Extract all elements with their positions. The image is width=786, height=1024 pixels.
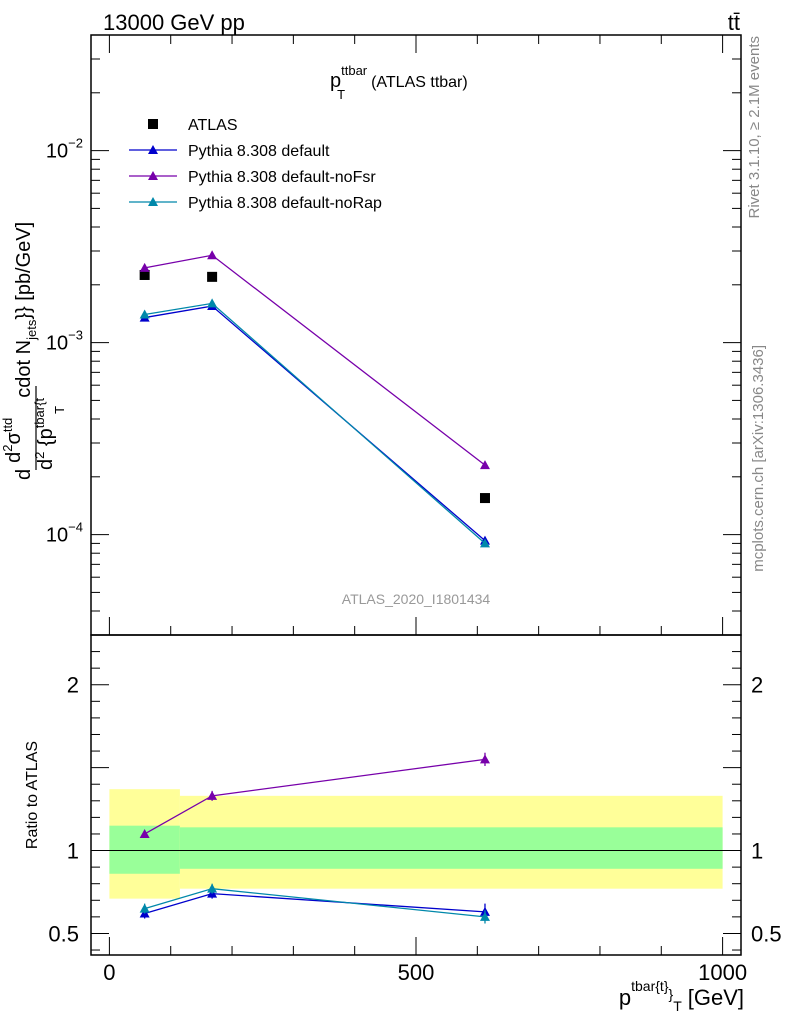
legend-marker-3 [148,197,158,206]
y-tick-label-0: 10−4 [46,520,83,547]
plot-title: pttbar T (ATLAS ttbar) [330,63,468,102]
ratio-y-tick-label-1: 1 [67,839,79,864]
x-tick-label-1: 500 [398,960,435,985]
x-tick-label-0: 0 [103,960,115,985]
ratio-data-series [139,752,490,924]
legend-label-0: ATLAS [188,117,238,134]
legend-marker-1 [148,145,158,154]
mcplots-label: mcplots.cern.ch [arXiv:1306.3436] [750,345,767,572]
ratio-line-0 [144,892,486,915]
series-3-point-1 [207,298,218,308]
legend-label-1: Pythia 8.308 default [188,143,330,160]
legend: ATLAS Pythia 8.308 default Pythia 8.308 de… [129,117,382,212]
series-line-2 [144,254,486,466]
title-main: p [330,70,341,92]
header-left-label: 13000 GeV pp [103,10,245,35]
series-3-point-0 [139,309,150,319]
atlas-point-2 [479,493,490,504]
ratio-series-2-point-1 [207,883,218,893]
x-tick-label-2: 1000 [698,960,747,985]
atlas-point-1 [207,271,218,282]
ylabel-text: dd2σttdcdot Njets}} [pb/GeV] [0,222,39,480]
analysis-watermark: ATLAS_2020_I1801434 [342,591,491,607]
ratio-series-1-point-2 [479,754,490,764]
y-tick-label-2: 10−2 [46,136,83,163]
main-axis-ticks: 10−4 10−3 10−2 [46,34,741,636]
ratio-line-2 [144,888,486,918]
ratio-series-1-point-0 [139,828,150,838]
y-tick-label-1: 10−3 [46,328,83,355]
ratio-band-green-1 [179,827,723,869]
series-line-3 [144,302,486,544]
series-2-point-1 [207,250,218,260]
legend-label-3: Pythia 8.308 default-noRap [188,195,382,212]
ratio-y-tick-label-right-2: 2 [751,673,763,698]
ratio-axis-ticks: 0.5 0.5 1 1 2 2 0 500 1000 [48,634,782,985]
title-rest: (ATLAS ttbar) [371,74,468,91]
ratio-series-1-point-1 [207,790,218,800]
ratio-ylabel: Ratio to ATLAS [24,741,41,849]
main-ylabel: dd2σttdcdot Njets}} [pb/GeV] d2 {ptbar{t… [0,222,67,480]
rivet-label: Rivet 3.1.10, ≥ 2.1M events [746,36,763,219]
series-2-point-0 [139,262,150,272]
main-data-series [139,250,490,548]
legend-marker-2 [148,171,158,180]
series-3-point-2 [479,538,490,548]
title-sub: T [337,87,345,102]
ratio-series-2-point-0 [139,903,150,913]
ratio-series-2-point-2 [479,911,490,921]
series-2-point-2 [479,460,490,470]
ratio-uncertainty-bands [91,789,741,899]
series-line-1 [144,305,486,542]
ratio-y-tick-label-0: 0.5 [48,921,79,946]
atlas-point-0 [139,269,150,280]
legend-marker-atlas [148,119,158,129]
ratio-y-tick-label-2: 2 [67,673,79,698]
header-right-label: tt̄ [728,10,740,35]
legend-label-2: Pythia 8.308 default-noFsr [188,169,376,186]
ylabel-denominator: d2 {ptbar{t T [32,398,67,470]
ratio-y-tick-label-right-1: 1 [751,839,763,864]
ratio-y-tick-label-right-0: 0.5 [751,921,782,946]
xlabel: ptbar{t}}T [GeV] [619,978,744,1014]
title-sup: ttbar [341,63,368,78]
